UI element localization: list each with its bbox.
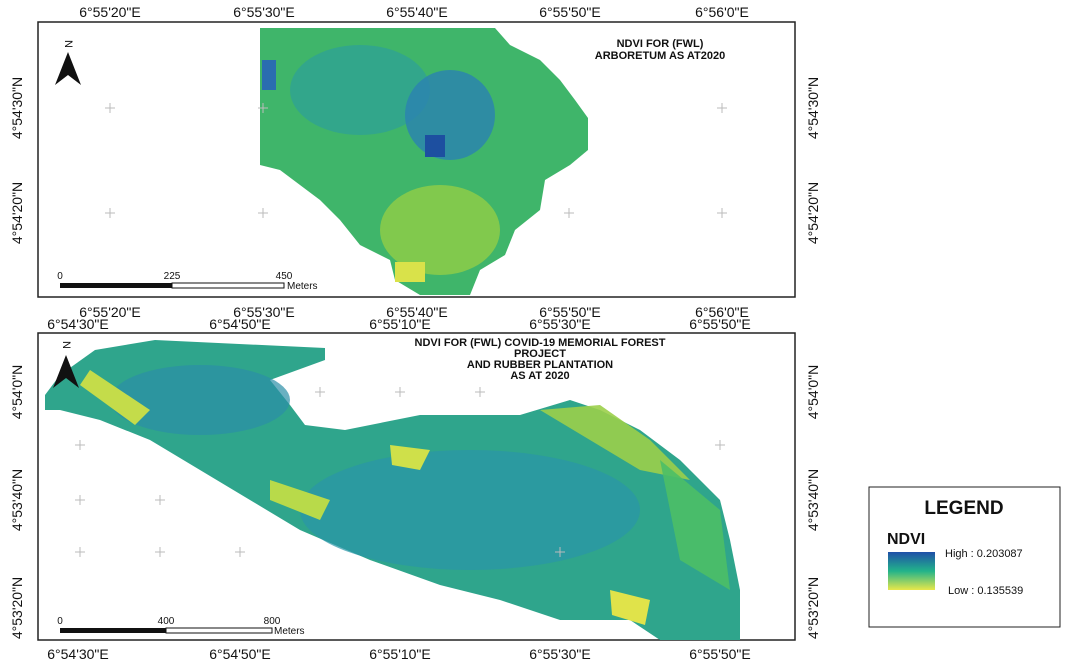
- north-label: N: [62, 40, 74, 48]
- x-coordinate-label: 6°54'50"E: [209, 316, 271, 332]
- x-coordinate-label: 6°55'20"E: [79, 4, 141, 20]
- scale-unit: Meters: [274, 626, 305, 637]
- x-coordinate-label: 6°55'30"E: [233, 4, 295, 20]
- x-coordinate-label: 6°55'50"E: [539, 4, 601, 20]
- x-coordinate-label: 6°55'10"E: [369, 646, 431, 662]
- x-coordinate-label: 6°55'10"E: [369, 316, 431, 332]
- map-title: ARBORETUM AS AT2020: [595, 50, 725, 62]
- legend-layer: NDVI: [887, 531, 925, 548]
- scale-label: 0: [57, 616, 63, 627]
- x-coordinate-label: 6°54'30"E: [47, 646, 109, 662]
- map-title: AS AT 2020: [510, 370, 569, 382]
- y-coordinate-label: 4°53'40"N: [805, 469, 821, 531]
- legend-low: Low : 0.135539: [948, 585, 1023, 597]
- scale-label: 225: [164, 271, 181, 282]
- y-coordinate-label: 4°53'20"N: [9, 577, 25, 639]
- y-coordinate-label: 4°54'20"N: [805, 182, 821, 244]
- y-coordinate-label: 4°54'0"N: [805, 365, 821, 420]
- scale-label: 0: [57, 271, 63, 282]
- legend-high: High : 0.203087: [945, 548, 1023, 560]
- x-coordinate-label: 6°54'30"E: [47, 316, 109, 332]
- x-coordinate-label: 6°54'50"E: [209, 646, 271, 662]
- x-coordinate-label: 6°55'30"E: [529, 646, 591, 662]
- x-coordinate-label: 6°55'50"E: [689, 646, 751, 662]
- x-coordinate-label: 6°55'40"E: [386, 4, 448, 20]
- legend-ramp: [888, 552, 935, 590]
- legend: LEGEND NDVI High : 0.203087 Low : 0.1355…: [869, 487, 1060, 627]
- north-label: N: [60, 341, 72, 349]
- scale-label: 400: [158, 616, 175, 627]
- y-coordinate-label: 4°53'20"N: [805, 577, 821, 639]
- bottom-raster: [45, 340, 740, 640]
- map-figure: N N NDVI FOR (FWL) ARBORETUM AS AT2020 N…: [0, 0, 1071, 666]
- x-coordinate-label: 6°55'30"E: [529, 316, 591, 332]
- legend-title: LEGEND: [924, 498, 1003, 519]
- y-coordinate-label: 4°54'30"N: [9, 77, 25, 139]
- x-coordinate-label: 6°55'50"E: [689, 316, 751, 332]
- x-coordinate-label: 6°56'0"E: [695, 4, 749, 20]
- y-coordinate-label: 4°54'0"N: [9, 365, 25, 420]
- y-coordinate-label: 4°54'20"N: [9, 182, 25, 244]
- y-coordinate-label: 4°53'40"N: [9, 469, 25, 531]
- scale-unit: Meters: [287, 281, 318, 292]
- map-title: NDVI FOR (FWL): [617, 38, 704, 50]
- y-coordinate-label: 4°54'30"N: [805, 77, 821, 139]
